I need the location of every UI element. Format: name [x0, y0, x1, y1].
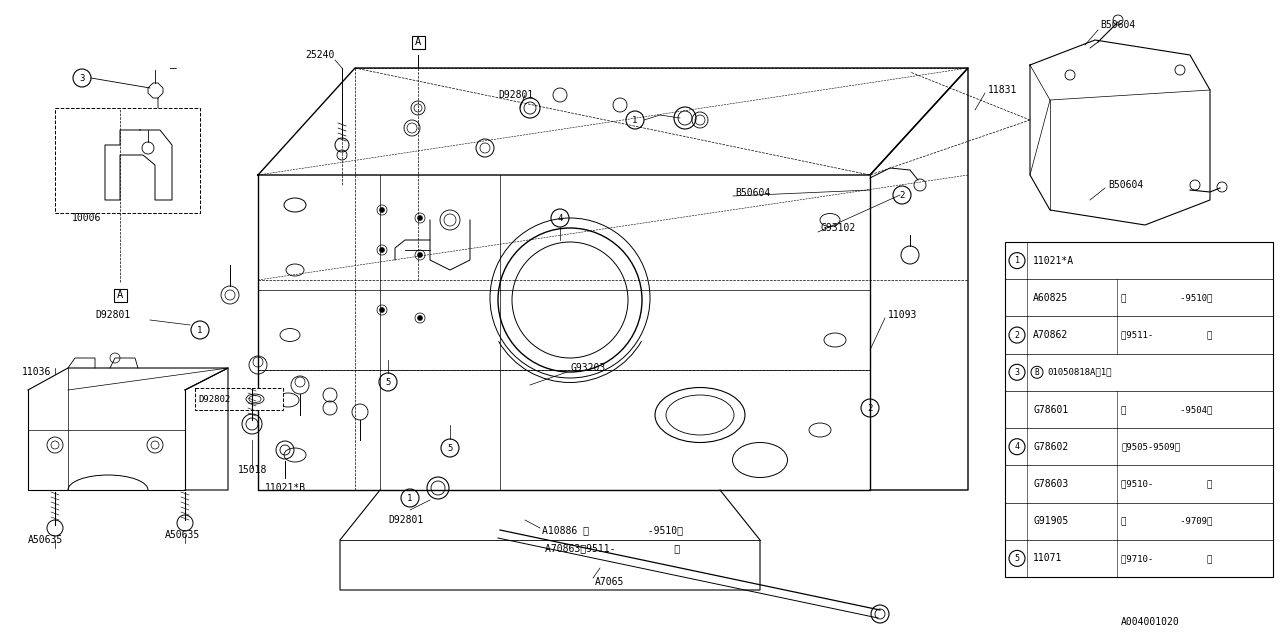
Text: 11021*B: 11021*B [265, 483, 306, 493]
Text: A: A [116, 290, 123, 300]
Text: 1: 1 [1015, 256, 1019, 265]
Text: 5: 5 [447, 444, 453, 452]
Bar [195, 388, 283, 410]
Text: A50635: A50635 [28, 535, 63, 545]
Text: B50604: B50604 [1108, 180, 1143, 190]
Text: 10006: 10006 [72, 213, 101, 223]
Circle shape [417, 216, 422, 221]
Text: A004001020: A004001020 [1121, 617, 1180, 627]
Text: A50635: A50635 [165, 530, 200, 540]
Text: 11036: 11036 [22, 367, 51, 377]
Text: G91905: G91905 [1033, 516, 1069, 526]
Bar [55, 108, 200, 213]
Text: 1: 1 [632, 115, 637, 125]
Text: 25240: 25240 [305, 50, 334, 60]
Text: A60825: A60825 [1033, 293, 1069, 303]
Text: 4: 4 [1015, 442, 1019, 451]
Text: 5: 5 [1015, 554, 1019, 563]
Text: A: A [415, 37, 421, 47]
Text: G93102: G93102 [820, 223, 855, 233]
Text: 2: 2 [1015, 330, 1019, 340]
Text: 1: 1 [197, 326, 202, 335]
Circle shape [379, 207, 384, 212]
Text: D92801: D92801 [95, 310, 131, 320]
Text: 1: 1 [407, 493, 412, 502]
Text: 11831: 11831 [988, 85, 1018, 95]
Text: 〈9511-          〉: 〈9511- 〉 [1121, 330, 1212, 340]
Text: D92801: D92801 [388, 515, 424, 525]
Circle shape [417, 253, 422, 257]
Text: 2: 2 [868, 403, 873, 413]
Text: 3: 3 [1015, 368, 1019, 377]
Text: A10886 〈          -9510〉: A10886 〈 -9510〉 [541, 525, 684, 535]
Text: 3: 3 [79, 74, 84, 83]
Text: G78603: G78603 [1033, 479, 1069, 489]
Text: A7065: A7065 [595, 577, 625, 587]
Circle shape [417, 316, 422, 321]
Text: —: — [170, 63, 177, 73]
Text: 2: 2 [900, 191, 905, 200]
Text: 〈9710-          〉: 〈9710- 〉 [1121, 554, 1212, 563]
Text: 〈          -9504〉: 〈 -9504〉 [1121, 405, 1212, 414]
Text: 11093: 11093 [888, 310, 918, 320]
Text: 〈9505-9509〉: 〈9505-9509〉 [1121, 442, 1180, 451]
Text: D92801: D92801 [498, 90, 534, 100]
Text: 11021*A: 11021*A [1033, 255, 1074, 266]
Text: 4: 4 [557, 214, 563, 223]
Text: 01050818A〈1〉: 01050818A〈1〉 [1047, 368, 1111, 377]
Bar [1005, 242, 1274, 577]
Text: B: B [1034, 368, 1039, 377]
Text: G78601: G78601 [1033, 404, 1069, 415]
Text: A70863〈9511-          〉: A70863〈9511- 〉 [545, 543, 680, 553]
Text: 〈          -9510〉: 〈 -9510〉 [1121, 293, 1212, 302]
Text: D92802: D92802 [198, 394, 230, 403]
Text: 〈          -9709〉: 〈 -9709〉 [1121, 516, 1212, 525]
Text: 15018: 15018 [238, 465, 268, 475]
Text: A70862: A70862 [1033, 330, 1069, 340]
Text: 〈9510-          〉: 〈9510- 〉 [1121, 479, 1212, 488]
Text: G78602: G78602 [1033, 442, 1069, 452]
Text: 11071: 11071 [1033, 554, 1062, 563]
Text: 5: 5 [385, 378, 390, 387]
Bar [114, 289, 127, 301]
Text: B50604: B50604 [735, 188, 771, 198]
Bar [411, 35, 425, 49]
Circle shape [379, 307, 384, 312]
Circle shape [379, 248, 384, 253]
Text: G93203: G93203 [570, 363, 605, 373]
Text: B50604: B50604 [1100, 20, 1135, 30]
